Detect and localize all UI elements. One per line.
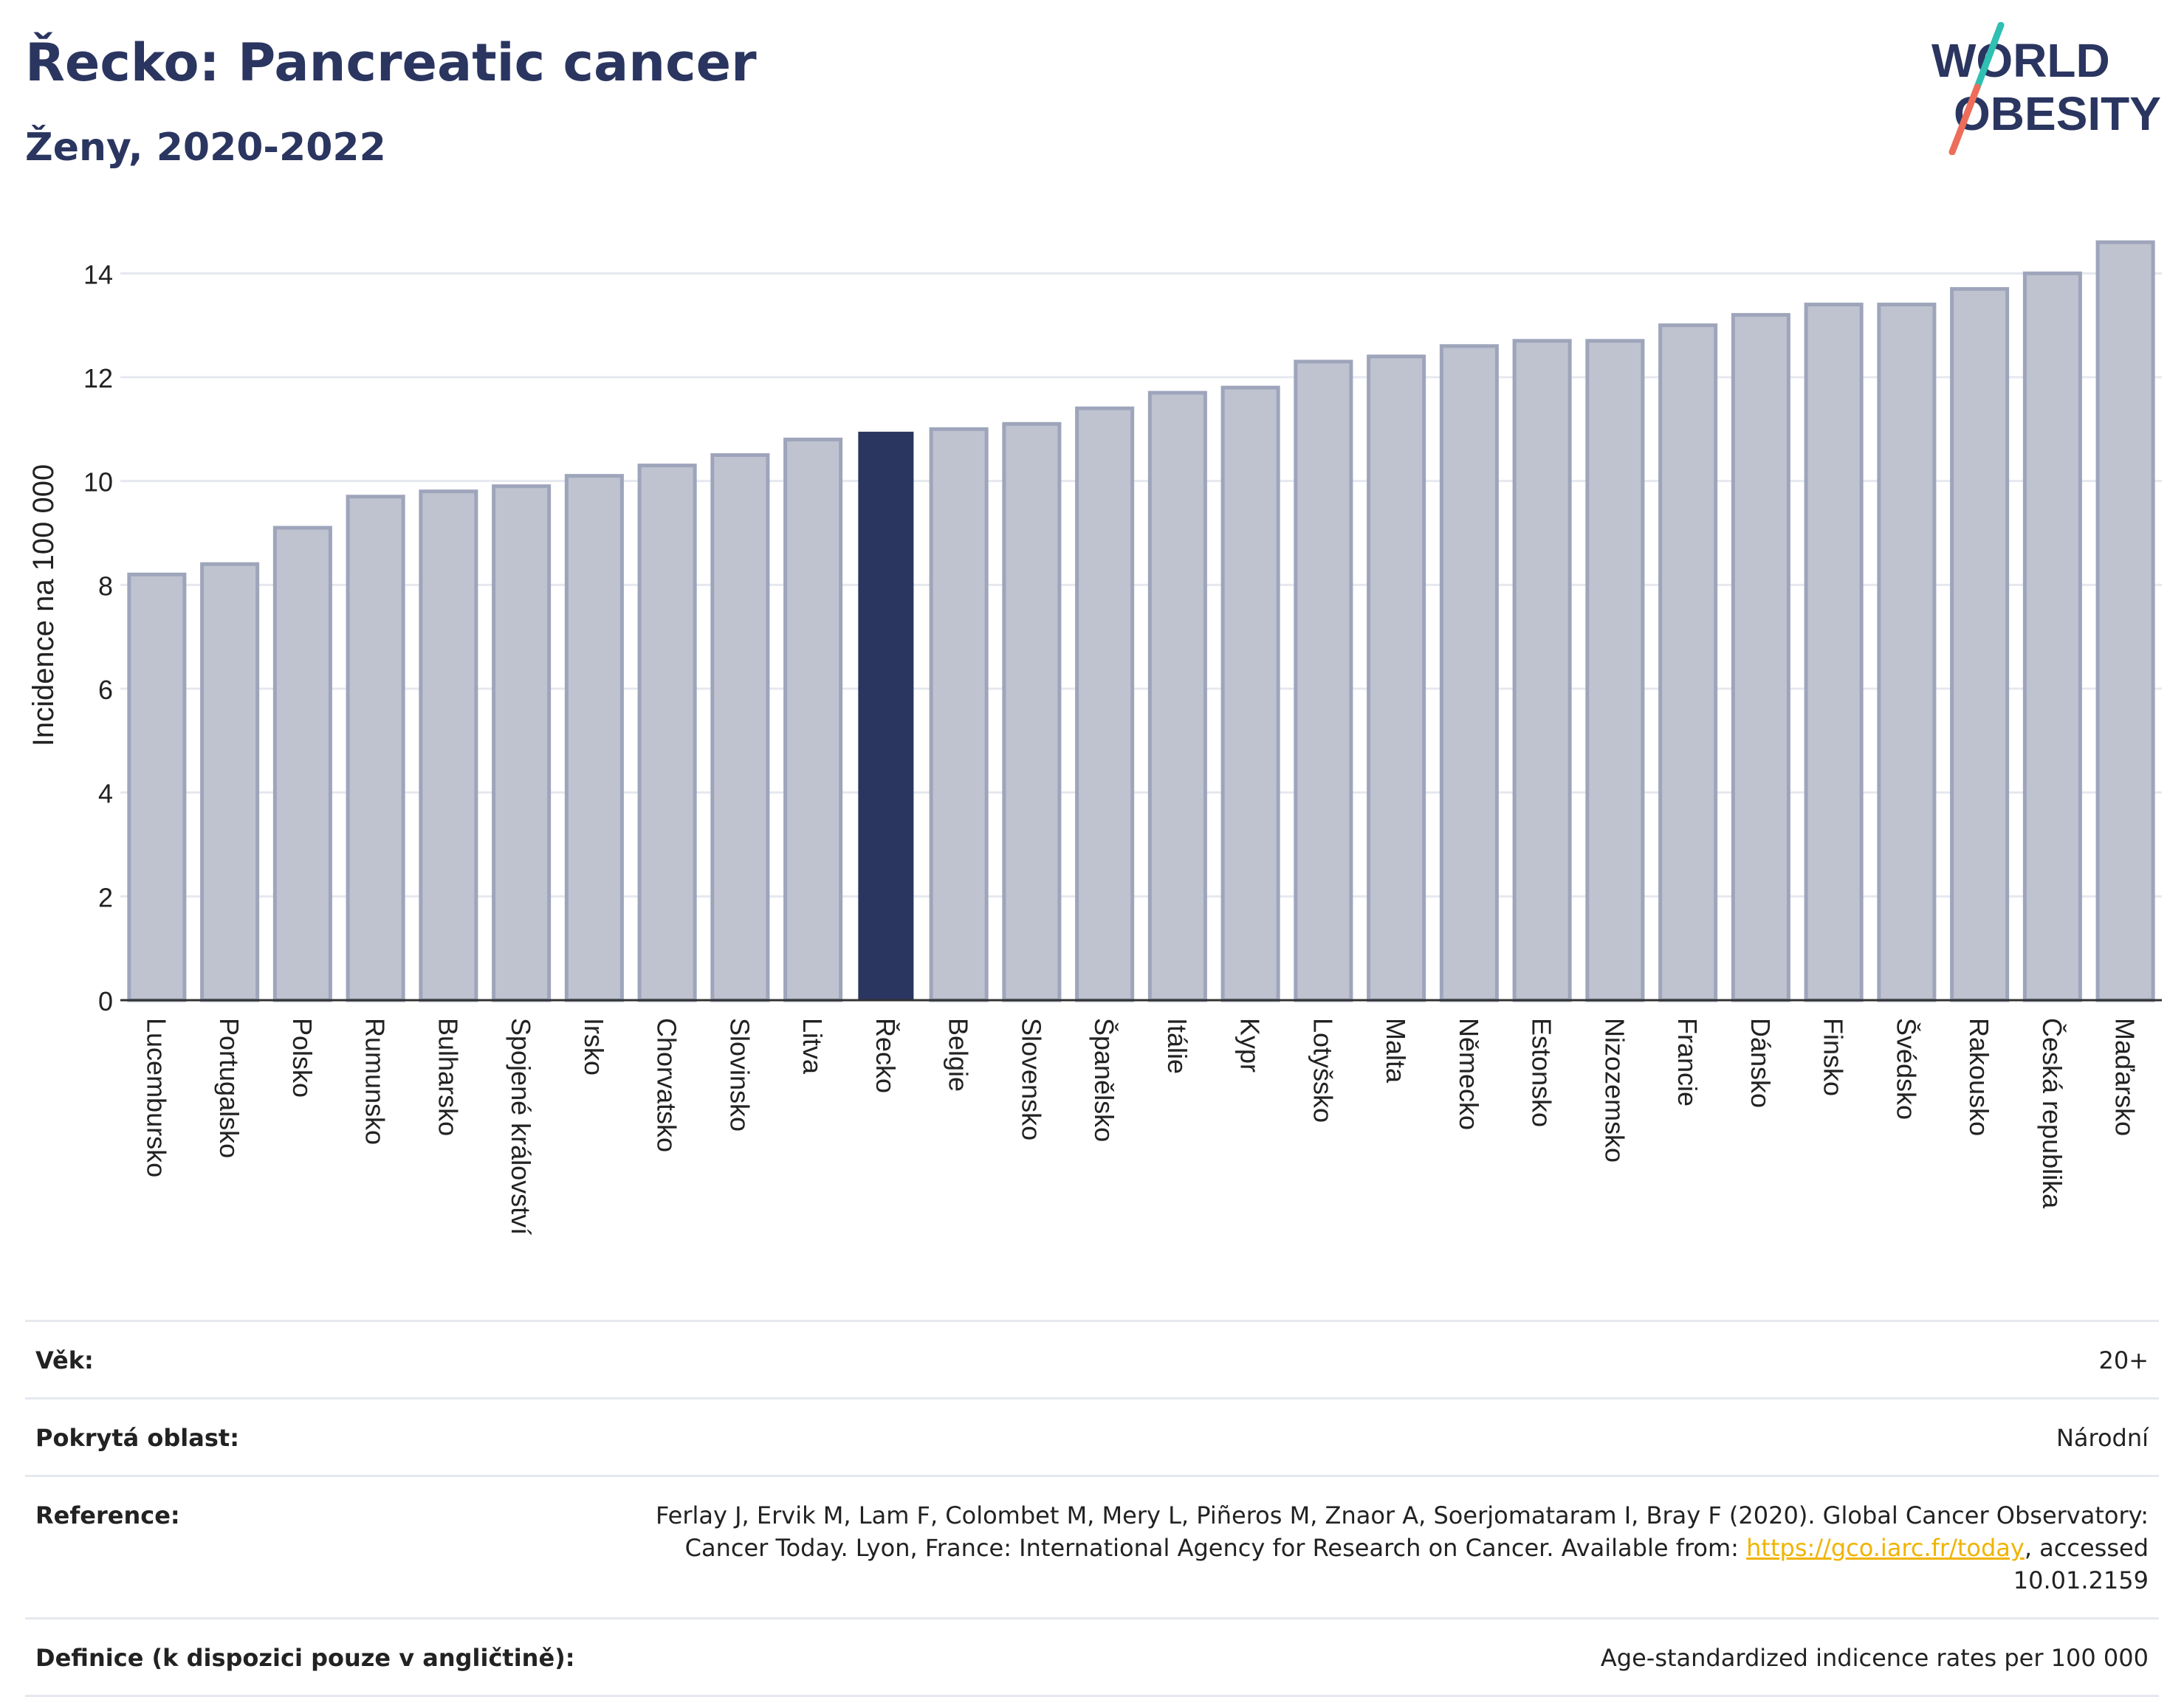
bar-Itálie bbox=[1147, 390, 1207, 1002]
meta-row-definition: Definice (k dispozici pouze v angličtině… bbox=[25, 1617, 2159, 1697]
meta-value-area: Národní bbox=[2056, 1424, 2149, 1452]
x-tick-label: Chorvatsko bbox=[652, 1018, 682, 1152]
x-tick-label: Slovensko bbox=[1016, 1018, 1046, 1140]
bar-chart: 0 2 4 6 8 10 12 14 Lucembursko Portugalsko Polsko R… bbox=[27, 240, 2162, 1235]
x-tick-label: Dánsko bbox=[1745, 1018, 1776, 1108]
y-tick-label: 4 bbox=[98, 779, 113, 809]
y-tick-label: 14 bbox=[83, 259, 113, 289]
reference-link[interactable]: https://gco.iarc.fr/today bbox=[1746, 1534, 2025, 1562]
bar-Malta bbox=[1367, 354, 1426, 1002]
x-tick-label: Litva bbox=[797, 1018, 828, 1075]
y-tick-label: 0 bbox=[98, 986, 113, 1016]
bars bbox=[127, 240, 2155, 1002]
x-tick-label: Švédsko bbox=[1891, 1018, 1921, 1120]
y-tick-label: 2 bbox=[98, 882, 113, 912]
bar-Nizozemsko bbox=[1585, 339, 1645, 1002]
world-obesity-logo: WORLD OBESITY bbox=[1931, 22, 2161, 155]
x-tick-label: Lucembursko bbox=[141, 1018, 171, 1177]
y-tick-label: 6 bbox=[98, 675, 113, 705]
svg-text:OBESITY: OBESITY bbox=[1954, 87, 2161, 140]
y-tick-label: 12 bbox=[83, 363, 113, 393]
bar-Belgie bbox=[929, 427, 989, 1002]
svg-text:WORLD: WORLD bbox=[1931, 34, 2110, 87]
bar-Česká republika bbox=[2022, 271, 2082, 1002]
bar-Bulharsko bbox=[419, 489, 478, 1002]
x-tick-label: Lotyšsko bbox=[1308, 1018, 1338, 1123]
x-tick-label: Malta bbox=[1381, 1018, 1411, 1084]
meta-label-age: Věk: bbox=[35, 1346, 94, 1374]
meta-row-age: Věk: 20+ bbox=[25, 1320, 2159, 1397]
x-tick-label: Slovinsko bbox=[724, 1018, 755, 1132]
meta-value-age: 20+ bbox=[2098, 1346, 2149, 1374]
x-tick-label: Finsko bbox=[1819, 1018, 1849, 1096]
reference-accessed: , accessed 10.01.2159 bbox=[2013, 1534, 2149, 1594]
x-tick-label: Španělsko bbox=[1089, 1018, 1119, 1142]
x-tick-label: Rumunsko bbox=[360, 1018, 391, 1145]
bar-Irsko bbox=[564, 474, 624, 1002]
bar-Francie bbox=[1658, 323, 1718, 1002]
bar-Chorvatsko bbox=[637, 464, 697, 1002]
bar-Německo bbox=[1439, 344, 1499, 1002]
bar-Řecko bbox=[858, 431, 914, 1000]
chart-subtitle: Ženy, 2020-2022 bbox=[25, 125, 386, 170]
meta-value-reference: Ferlay J, Ervik M, Lam F, Colombet M, Me… bbox=[598, 1499, 2149, 1597]
bar-Dánsko bbox=[1731, 313, 1790, 1002]
x-tick-label: Řecko bbox=[870, 1018, 901, 1093]
x-tick-label: Kypr bbox=[1235, 1018, 1266, 1073]
axes: 0 2 4 6 8 10 12 14 Lucembursko Portugalsko Polsko R… bbox=[83, 259, 2162, 1235]
x-tick-label: Německo bbox=[1454, 1018, 1484, 1130]
bar-Estonsko bbox=[1512, 339, 1572, 1002]
x-tick-label: Irsko bbox=[579, 1018, 609, 1075]
meta-label-reference: Reference: bbox=[35, 1501, 180, 1529]
meta-label-area: Pokrytá oblast: bbox=[35, 1424, 239, 1452]
meta-row-area: Pokrytá oblast: Národní bbox=[25, 1397, 2159, 1475]
metadata-table: Věk: 20+ Pokrytá oblast: Národní Referen… bbox=[25, 1320, 2159, 1697]
x-tick-label: Francie bbox=[1672, 1018, 1703, 1106]
y-axis-label: Incidence na 100 000 bbox=[27, 464, 60, 747]
x-tick-label: Rakousko bbox=[1964, 1018, 1994, 1136]
bar-Slovensko bbox=[1002, 421, 1062, 1002]
bar-Kypr bbox=[1220, 385, 1280, 1002]
meta-label-definition: Definice (k dispozici pouze v angličtině… bbox=[35, 1644, 575, 1672]
x-tick-label: Estonsko bbox=[1527, 1018, 1557, 1127]
bar-Maďarsko bbox=[2095, 240, 2155, 1002]
bar-Španělsko bbox=[1075, 406, 1135, 1002]
x-tick-label: Spojené království bbox=[506, 1018, 536, 1235]
y-tick-label: 10 bbox=[83, 467, 113, 498]
x-tick-label: Portugalsko bbox=[214, 1018, 244, 1158]
bar-Rumunsko bbox=[346, 495, 405, 1002]
bar-Lucembursko bbox=[127, 572, 187, 1002]
x-tick-label: Maďarsko bbox=[2110, 1018, 2140, 1136]
bar-Lotyšsko bbox=[1294, 359, 1353, 1002]
bar-Litva bbox=[783, 437, 843, 1002]
x-tick-label: Belgie bbox=[944, 1018, 974, 1092]
chart-title: Řecko: Pancreatic cancer bbox=[25, 32, 757, 93]
x-tick-label: Itálie bbox=[1162, 1018, 1192, 1074]
x-tick-label: Nizozemsko bbox=[1599, 1018, 1630, 1163]
x-tick-label: Bulharsko bbox=[433, 1018, 463, 1136]
bar-Finsko bbox=[1804, 303, 1864, 1002]
bar-Polsko bbox=[272, 526, 332, 1002]
x-tick-label: Polsko bbox=[287, 1018, 317, 1098]
meta-row-reference: Reference: Ferlay J, Ervik M, Lam F, Col… bbox=[25, 1475, 2159, 1617]
bar-Švédsko bbox=[1877, 303, 1937, 1002]
bar-Rakousko bbox=[1950, 286, 2010, 1002]
bar-Slovinsko bbox=[710, 453, 770, 1002]
bar-Portugalsko bbox=[200, 562, 260, 1002]
bar-Spojené království bbox=[492, 484, 552, 1002]
reference-text: Ferlay J, Ervik M, Lam F, Colombet M, Me… bbox=[656, 1501, 2149, 1562]
y-tick-label: 8 bbox=[98, 571, 113, 601]
meta-value-definition: Age-standardized indicence rates per 100… bbox=[1600, 1644, 2149, 1672]
x-tick-label: Česká republika bbox=[2037, 1018, 2067, 1209]
